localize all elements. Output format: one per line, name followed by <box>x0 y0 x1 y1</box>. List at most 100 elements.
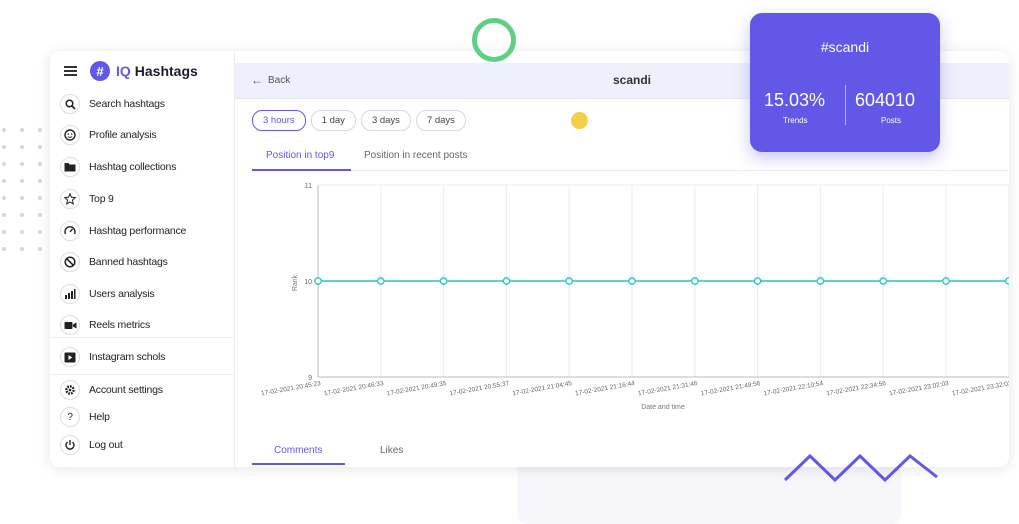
question-icon: ? <box>60 407 80 427</box>
x-tick-label: 17-02-2021 23:02:03 <box>889 380 950 397</box>
y-tick-label: 10 <box>304 279 312 286</box>
sidebar-item-banned-hashtags[interactable]: Banned hashtags <box>60 250 168 274</box>
x-axis-label: Date and time <box>641 404 685 411</box>
decorative-yellow-dot <box>571 112 588 129</box>
x-tick-label: 17-02-2021 22:10:54 <box>763 380 824 397</box>
decorative-bottom-card <box>517 458 901 524</box>
decorative-ring <box>472 18 516 62</box>
stats-card-title: #scandi <box>820 39 870 55</box>
grid-dot <box>38 196 42 200</box>
hamburger-menu-icon[interactable] <box>64 66 77 76</box>
data-point <box>502 277 511 285</box>
grid-dot <box>38 213 42 217</box>
play-icon <box>60 347 80 367</box>
tab-comments[interactable]: Comments <box>274 445 323 456</box>
posts-label: Posts <box>881 116 902 125</box>
grid-dot <box>38 145 42 149</box>
sidebar-item-label: Instagram schols <box>89 351 166 363</box>
video-icon <box>60 315 80 335</box>
bar-chart-icon <box>60 284 80 304</box>
tab-position-in-top9[interactable]: Position in top9 <box>266 150 335 161</box>
chart-tabs: Position in top9 Position in recent post… <box>252 142 1009 171</box>
sidebar-item-help[interactable]: ? Help <box>60 405 110 429</box>
sidebar-item-label: Users analysis <box>89 288 155 300</box>
data-point <box>628 277 636 285</box>
active-tab-underline <box>252 169 351 171</box>
sidebar-item-label: Log out <box>89 439 123 451</box>
back-arrow-icon: ← <box>251 73 263 87</box>
sidebar-item-instagram-schols[interactable]: Instagram schols <box>60 345 165 369</box>
star-icon <box>60 189 80 209</box>
stats-card-divider <box>845 85 846 125</box>
logo-iq: IQ <box>116 63 131 79</box>
range-3-hours[interactable]: 3 hours <box>252 110 306 131</box>
sidebar-item-reels-metrics[interactable]: Reels metrics <box>60 313 150 337</box>
page-title: scandi <box>613 73 652 87</box>
sidebar-item-label: Top 9 <box>89 193 114 205</box>
sidebar-item-top-9[interactable]: Top 9 <box>60 187 114 211</box>
x-tick-label: 17-02-2021 23:32:02 <box>951 380 1009 397</box>
sidebar-divider <box>50 337 234 338</box>
x-tick-label: 17-02-2021 22:34:56 <box>826 380 887 397</box>
grid-dot <box>20 128 24 132</box>
grid-dot <box>2 145 6 149</box>
sidebar-item-label: Hashtag collections <box>89 161 177 173</box>
sidebar-item-label: Account settings <box>89 384 163 396</box>
grid-dot <box>2 247 6 251</box>
grid-dot <box>20 213 24 217</box>
gear-icon <box>60 380 80 400</box>
data-point <box>690 277 699 285</box>
sidebar-item-search-hashtags[interactable]: Search hashtags <box>60 92 165 116</box>
sidebar-item-account-settings[interactable]: Account settings <box>60 378 163 402</box>
sidebar-item-hashtag-performance[interactable]: Hashtag performance <box>60 219 186 243</box>
logo-row: # IQ Hashtags <box>64 58 198 84</box>
data-point <box>376 277 385 285</box>
back-button[interactable]: ← Back <box>251 73 290 87</box>
sidebar-item-label: Reels metrics <box>89 319 150 331</box>
x-tick-label: 17-02-2021 21:16:44 <box>575 380 636 397</box>
x-tick-label: 17-02-2021 21:04:45 <box>512 380 573 397</box>
data-point <box>879 277 888 285</box>
grid-dot <box>38 128 42 132</box>
face-icon <box>60 125 80 145</box>
sidebar: # IQ Hashtags Search hashtags Profile an… <box>50 51 235 467</box>
x-tick-label: 17-02-2021 20:45:23 <box>261 380 322 397</box>
logo-name: Hashtags <box>134 63 198 79</box>
grid-dot <box>2 162 6 166</box>
sidebar-item-hashtag-collections[interactable]: Hashtag collections <box>60 155 176 179</box>
data-point <box>753 277 762 285</box>
posts-value: 604010 <box>855 90 916 110</box>
data-point <box>314 277 322 285</box>
grid-dot <box>20 196 24 200</box>
time-range-selector: 3 hours 1 day 3 days 7 days <box>252 110 471 131</box>
grid-dot <box>20 179 24 183</box>
grid-dot <box>2 213 6 217</box>
data-point <box>1004 277 1009 285</box>
y-axis-label: Rank <box>292 274 299 291</box>
y-tick-label: 11 <box>305 183 312 190</box>
trends-value: 15.03% <box>764 90 826 110</box>
data-point <box>565 277 574 285</box>
grid-dot <box>38 230 42 234</box>
tab-likes[interactable]: Likes <box>380 445 404 456</box>
folder-icon <box>60 157 80 177</box>
gauge-icon <box>60 221 80 241</box>
range-7-days[interactable]: 7 days <box>415 110 466 131</box>
x-tick-label: 17-02-2021 21:49:56 <box>700 380 761 397</box>
x-tick-label: 17-02-2021 21:31:46 <box>637 380 698 397</box>
data-point <box>816 277 825 285</box>
range-3-days[interactable]: 3 days <box>360 110 411 131</box>
grid-dot <box>20 162 24 166</box>
active-tab-underline <box>252 463 345 465</box>
tab-position-in-recent-posts[interactable]: Position in recent posts <box>364 150 468 161</box>
grid-dot <box>2 179 6 183</box>
range-1-day[interactable]: 1 day <box>310 110 356 131</box>
sidebar-item-label: Profile analysis <box>89 129 157 141</box>
search-icon <box>60 94 80 114</box>
hashtag-stats-card: #scandi 15.03% Trends 604010 Posts <box>750 13 940 152</box>
sidebar-item-log-out[interactable]: Log out <box>60 433 123 457</box>
grid-dot <box>2 196 6 200</box>
sidebar-item-profile-analysis[interactable]: Profile analysis <box>60 123 157 147</box>
ban-icon <box>60 252 80 272</box>
sidebar-item-users-analysis[interactable]: Users analysis <box>60 282 155 306</box>
